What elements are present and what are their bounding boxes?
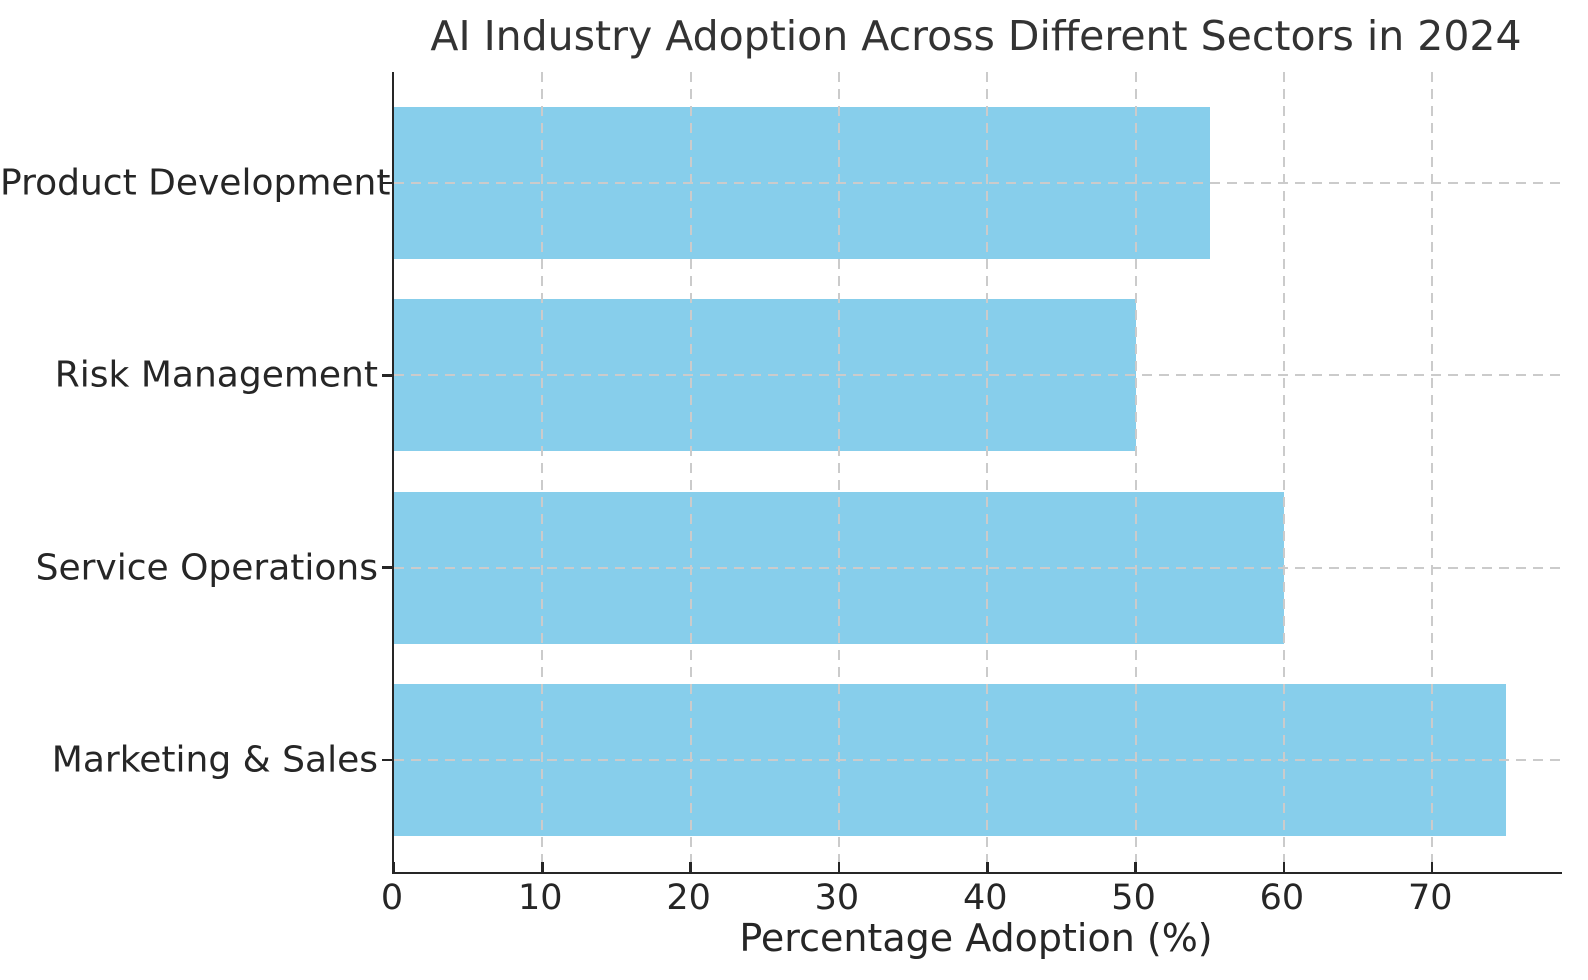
x-tick-label: 0 — [380, 878, 404, 918]
x-tick-mark — [541, 862, 544, 872]
plot-area — [392, 72, 1562, 874]
x-tick-label: 40 — [962, 878, 1008, 918]
x-tick-mark — [392, 862, 396, 872]
x-tick-mark — [1430, 862, 1434, 872]
gridline-vertical — [1134, 72, 1137, 872]
y-tick-label: Product Development — [0, 162, 391, 204]
x-tick-label: 30 — [814, 878, 860, 918]
x-tick-mark — [986, 862, 989, 872]
y-tick-mark — [382, 758, 392, 762]
chart-title: AI Industry Adoption Across Different Se… — [430, 12, 1522, 60]
y-tick-mark — [382, 374, 392, 377]
x-tick-label: 10 — [518, 878, 563, 918]
x-tick-label: 20 — [666, 878, 711, 918]
x-tick-label: 60 — [1259, 878, 1305, 918]
x-tick-label: 50 — [1111, 878, 1156, 918]
gridline-vertical — [837, 72, 840, 872]
y-tick-label: Service Operations — [35, 547, 378, 589]
gridline-horizontal — [394, 566, 1562, 569]
x-tick-mark — [689, 862, 692, 872]
gridline-vertical — [541, 72, 544, 872]
x-tick-label: 70 — [1407, 878, 1453, 918]
gridline-horizontal — [394, 758, 1562, 761]
gridline-vertical — [986, 72, 989, 872]
gridline-vertical — [689, 72, 692, 872]
x-axis-label: Percentage Adoption (%) — [739, 916, 1213, 960]
y-tick-label: Marketing & Sales — [51, 739, 378, 781]
gridline-horizontal — [394, 182, 1562, 184]
x-tick-mark — [837, 862, 841, 872]
gridline-vertical — [1282, 72, 1285, 872]
y-tick-mark — [382, 181, 392, 185]
gridline-horizontal — [394, 374, 1562, 377]
y-tick-label: Risk Management — [54, 354, 378, 396]
x-tick-mark — [1134, 862, 1137, 872]
gridline-vertical — [1431, 72, 1434, 872]
x-tick-mark — [1282, 862, 1286, 872]
y-tick-mark — [382, 566, 392, 569]
